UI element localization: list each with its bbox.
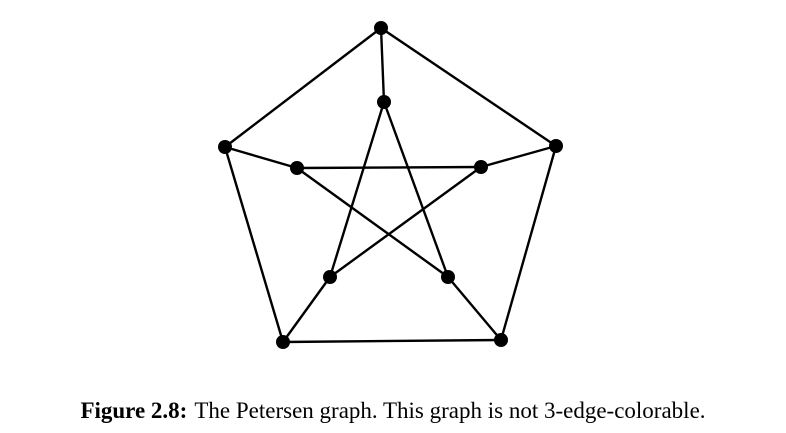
graph-edge-o3-i3 [281, 275, 332, 344]
graph-vertex-o1 [549, 139, 563, 153]
figure-caption: Figure 2.8: The Petersen graph. This grap… [0, 398, 786, 424]
graph-vertex-o3 [276, 335, 290, 349]
graph-vertex-i1 [474, 160, 488, 174]
graph-edge-o2-o3 [281, 338, 503, 344]
graph-edge-o1-o2 [499, 144, 558, 342]
graph-vertex-i0 [377, 95, 391, 109]
graph-edge-o2-i2 [446, 275, 503, 342]
figure-caption-label: Figure 2.8: [80, 398, 188, 423]
graph-edge-i1-i3 [328, 165, 483, 279]
graph-edge-o0-o1 [379, 26, 558, 148]
graph-edges [223, 26, 558, 344]
figure-caption-text: The Petersen graph. This graph is not 3-… [194, 398, 706, 423]
petersen-graph-diagram [218, 21, 563, 349]
graph-edge-i3-i0 [328, 100, 386, 279]
graph-vertex-o4 [218, 140, 232, 154]
graph-edge-i4-i1 [295, 165, 483, 170]
graph-edge-o1-i1 [479, 144, 558, 169]
graph-vertex-o0 [374, 21, 388, 35]
graph-vertex-i2 [441, 270, 455, 284]
graph-edge-i0-i2 [382, 100, 450, 279]
graph-edge-o4-i4 [223, 145, 299, 170]
graph-edge-o4-o0 [223, 26, 383, 149]
graph-edge-o3-o4 [223, 145, 285, 344]
graph-edge-i2-i4 [295, 166, 450, 279]
graph-vertices [218, 21, 563, 349]
graph-vertex-i4 [290, 161, 304, 175]
graph-vertex-o2 [494, 333, 508, 347]
graph-vertex-i3 [323, 270, 337, 284]
graph-edge-o0-i0 [379, 26, 386, 104]
